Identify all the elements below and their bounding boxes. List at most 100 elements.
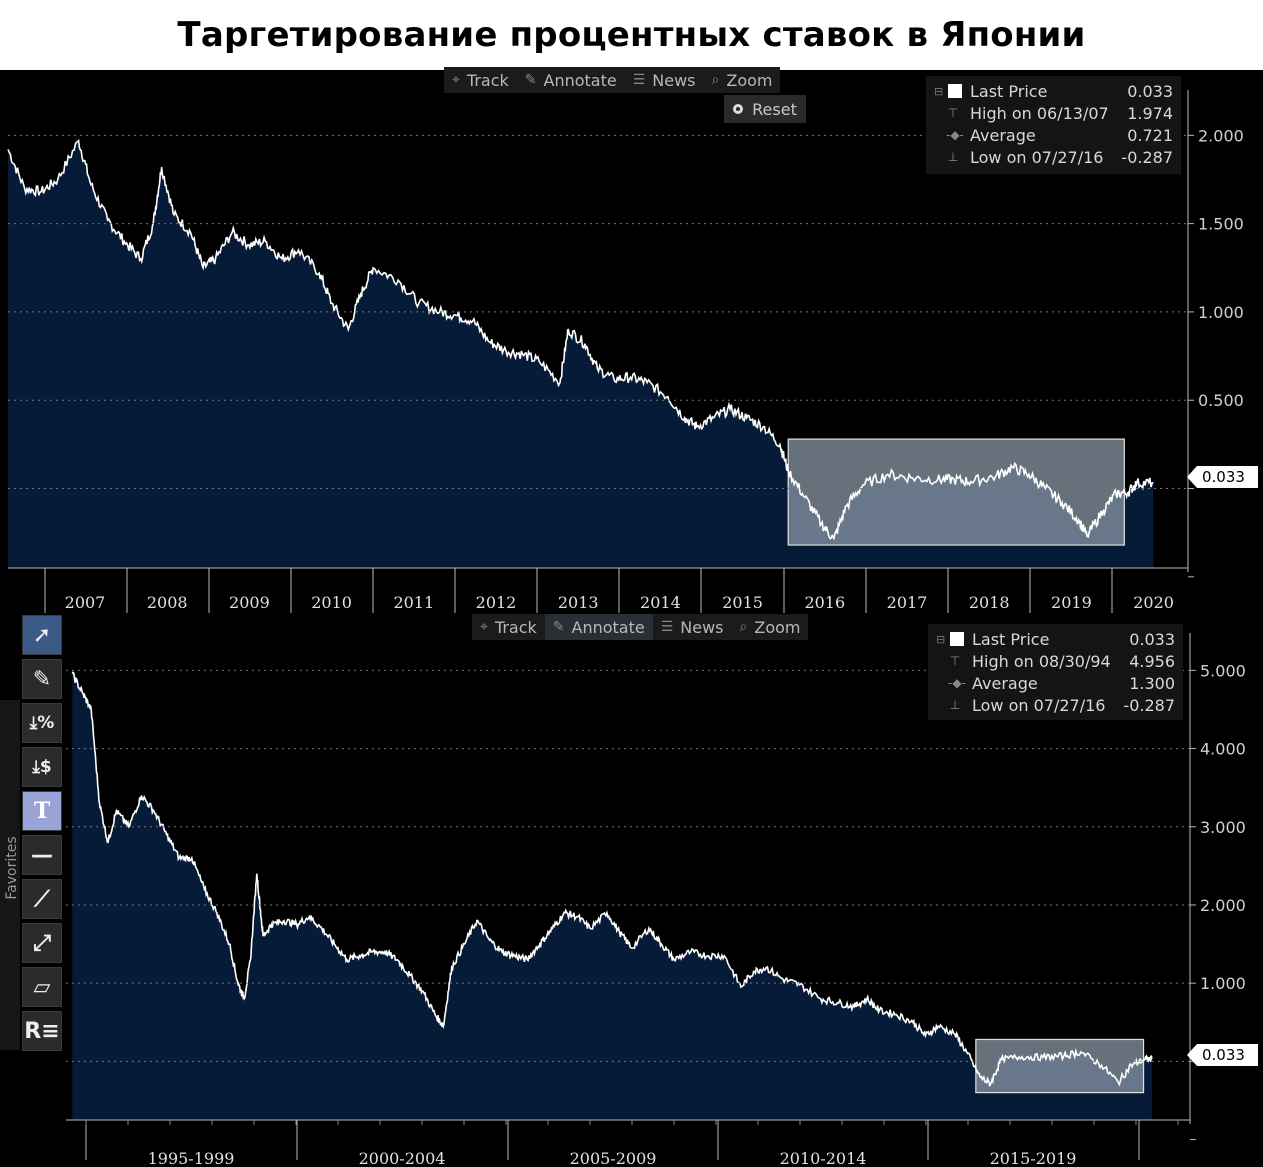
crosshair-icon: ⌖	[480, 619, 488, 635]
top-x-tick-label: 2013	[558, 593, 599, 612]
zoom-label: Zoom	[726, 70, 773, 90]
text-tool-icon[interactable]: T	[22, 791, 62, 831]
bottom-chart-toolbar: ⌖ Track ✎ Annotate ☰ News ⌕ Zoom	[472, 614, 809, 640]
zoom-button[interactable]: ⌕ Zoom	[704, 67, 781, 93]
chart-top[interactable]: 0.500 1.000 1.500 2.000 2007 2008 2009 2010 2011…	[0, 70, 1263, 613]
top-x-tick-label: 2014	[640, 593, 681, 612]
top-x-tick-label: 2009	[229, 593, 270, 612]
top-x-tick-label: 2020	[1133, 593, 1174, 612]
legend-low-value: -0.287	[1121, 147, 1173, 167]
news-button-2[interactable]: ☰ News	[653, 614, 732, 640]
legend2-avg-label: Average	[972, 673, 1038, 693]
legend-last-label: Last Price	[970, 81, 1048, 101]
top-price-line	[7, 139, 1154, 540]
news-label: News	[652, 70, 696, 90]
legend2-high-row: ⊤ High on 08/30/94 4.956	[928, 650, 1183, 672]
bottom-x-tick-label: 2000-2004	[359, 1149, 446, 1167]
average-marker-icon: -◆-	[948, 676, 966, 690]
reset-label: Reset	[752, 99, 797, 119]
zoom-button-2[interactable]: ⌕ Zoom	[732, 614, 809, 640]
top-y-tick-label: 0.500	[1198, 391, 1244, 410]
pen-tool-icon[interactable]: ✎	[22, 659, 62, 699]
top-highlight-box	[787, 438, 1125, 546]
ray-line-icon[interactable]: ⤢	[22, 923, 62, 963]
bottom-y-tick-label: 5.000	[1200, 661, 1246, 680]
drawing-tools-panel: ➚ ✎ ⤓% ⤓ $ T — ⟋ ⤢ ▱ R ≡	[0, 613, 66, 1053]
top-y-tick-label: 1.500	[1198, 215, 1244, 234]
top-x-tick-label: 2018	[969, 593, 1010, 612]
magnifier-icon: ⌕	[739, 619, 748, 635]
legend2-low-row: ⊥ Low on 07/27/16 -0.287	[928, 694, 1183, 716]
low-marker-icon: ⊥	[947, 150, 959, 164]
top-last-price-value: 0.033	[1202, 468, 1245, 486]
legend2-last-label: Last Price	[972, 629, 1050, 649]
legend-avg-label: Average	[970, 125, 1036, 145]
regression-icon[interactable]: R ≡	[22, 1011, 62, 1051]
legend2-low-label: Low on 07/27/16	[972, 695, 1106, 715]
favorites-panel[interactable]	[0, 700, 20, 1050]
legend2-low-value: -0.287	[1123, 695, 1175, 715]
track-button-2[interactable]: ⌖ Track	[472, 614, 545, 640]
annotate-label: Annotate	[543, 70, 617, 90]
pen-icon: ✎	[524, 72, 537, 88]
bottom-price-line	[71, 671, 1153, 1087]
horizontal-line-icon[interactable]: —	[22, 835, 62, 875]
bottom-x-tick-label: 2015-2019	[990, 1149, 1077, 1167]
collapse-icon[interactable]: ⊟	[936, 632, 946, 646]
bottom-legend: ⊟ Last Price 0.033 ⊤ High on 08/30/94 4.956 …	[928, 624, 1183, 720]
last-price-swatch	[950, 632, 964, 646]
news-label-2: News	[680, 617, 724, 637]
top-legend: ⊟ Last Price 0.033 ⊤ High on 06/13/07 1.974 …	[926, 76, 1181, 174]
legend2-high-value: 4.956	[1129, 651, 1175, 671]
cursor-arrow-icon[interactable]: ➚	[22, 615, 62, 655]
zoom-label-2: Zoom	[754, 617, 801, 637]
high-marker-icon: ⊤	[947, 106, 959, 120]
top-x-tick-label: 2012	[476, 593, 517, 612]
news-icon: ☰	[632, 72, 646, 88]
title-bar: Таргетирование процентных ставок в Япони…	[0, 0, 1263, 70]
bottom-x-tick-label: 2010-2014	[780, 1149, 867, 1167]
collapse-icon[interactable]: ⊟	[934, 84, 944, 98]
bottom-last-price-value: 0.033	[1202, 1046, 1245, 1064]
track-label: Track	[466, 70, 509, 90]
trend-line-icon[interactable]: ⟋	[22, 879, 62, 919]
top-chart-toolbar: ⌖ Track ✎ Annotate ☰ News ⌕ Zoom	[444, 67, 781, 93]
news-button[interactable]: ☰ News	[625, 67, 704, 93]
news-icon: ☰	[660, 619, 674, 635]
crosshair-icon: ⌖	[452, 72, 460, 88]
bottom-highlight-box	[975, 1038, 1145, 1094]
bottom-y-tick-label: 1.000	[1200, 974, 1246, 993]
annotate-button[interactable]: ✎ Annotate	[517, 67, 625, 93]
legend-avg-value: 0.721	[1127, 125, 1173, 145]
bottom-y-tick-label: 3.000	[1200, 818, 1246, 837]
top-x-tick-label: 2011	[393, 593, 434, 612]
top-x-tick-label: 2019	[1051, 593, 1092, 612]
track-label-2: Track	[494, 617, 537, 637]
bottom-x-tick-label: 2005-2009	[570, 1149, 657, 1167]
average-marker-icon: -◆-	[946, 128, 964, 142]
high-marker-icon: ⊤	[949, 654, 961, 668]
legend-high-value: 1.974	[1127, 103, 1173, 123]
annotate-label-2: Annotate	[571, 617, 645, 637]
top-x-tick-label: 2017	[887, 593, 928, 612]
bottom-y-tick-label: 4.000	[1200, 740, 1246, 759]
track-button[interactable]: ⌖ Track	[444, 67, 517, 93]
low-marker-icon: ⊥	[949, 698, 961, 712]
top-y-tick-label: 1.000	[1198, 303, 1244, 322]
legend-low-row: ⊥ Low on 07/27/16 -0.287	[926, 146, 1181, 168]
reset-radio-icon	[733, 104, 744, 114]
last-price-swatch	[948, 84, 962, 98]
regression-glyph: R	[24, 1018, 42, 1044]
channel-icon[interactable]: ▱	[22, 967, 62, 1007]
legend-high-label: High on 06/13/07	[970, 103, 1109, 123]
percent-glyph: %	[37, 713, 55, 733]
price-marker-icon[interactable]: ⤓ $	[22, 747, 62, 787]
percent-marker-icon[interactable]: ⤓%	[22, 703, 62, 743]
bottom-last-price-tag: 0.033	[1187, 1044, 1258, 1066]
annotate-button-2[interactable]: ✎ Annotate	[544, 614, 653, 640]
top-x-tick-label: 2008	[147, 593, 188, 612]
top-x-tick-label: 2016	[804, 593, 845, 612]
magnifier-icon: ⌕	[711, 72, 720, 88]
chart-bottom[interactable]: 1.000 2.000 3.000 4.000 5.000 1995-1999 2000-2…	[0, 613, 1263, 1167]
reset-button[interactable]: Reset	[724, 95, 806, 123]
